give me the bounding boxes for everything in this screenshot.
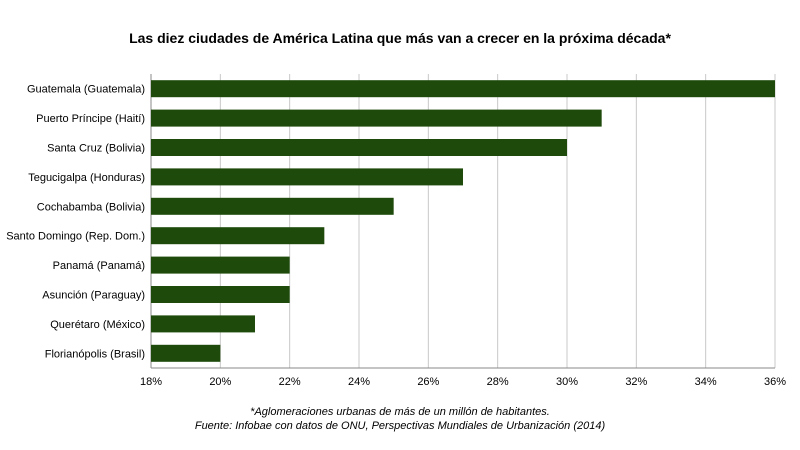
category-label: Santa Cruz (Bolivia) (47, 143, 145, 155)
x-tick-label: 28% (487, 376, 509, 388)
x-tick-label: 26% (417, 376, 439, 388)
x-tick-label: 30% (556, 376, 578, 388)
category-label: Santo Domingo (Rep. Dom.) (6, 231, 145, 243)
chart-title: Las diez ciudades de América Latina que … (129, 30, 671, 46)
x-tick-label: 24% (348, 376, 370, 388)
bar (151, 168, 463, 186)
bar (151, 315, 255, 333)
bar (151, 256, 290, 274)
footnote-line-1: *Aglomeraciones urbanas de más de un mil… (250, 406, 550, 418)
bar (151, 139, 567, 156)
bar (151, 286, 290, 303)
bar (151, 109, 602, 127)
category-label: Querétaro (México) (50, 319, 145, 331)
category-label: Asunción (Paraguay) (42, 290, 145, 302)
category-label: Puerto Príncipe (Haití) (36, 113, 145, 125)
x-tick-label: 22% (279, 376, 301, 388)
x-tick-label: 32% (625, 376, 647, 388)
footnote: *Aglomeraciones urbanas de más de un mil… (0, 405, 800, 433)
bar (151, 227, 325, 245)
category-label: Tegucigalpa (Honduras) (28, 172, 145, 184)
x-tick-label: 34% (695, 376, 717, 388)
x-tick-label: 36% (764, 376, 786, 388)
category-label: Cochabamba (Bolivia) (37, 201, 145, 213)
x-tick-label: 20% (209, 376, 231, 388)
bar (151, 80, 775, 98)
bar (151, 197, 394, 215)
category-label: Florianópolis (Brasil) (45, 348, 145, 360)
bar (151, 344, 221, 362)
x-tick-label: 18% (140, 376, 162, 388)
category-label: Panamá (Panamá) (53, 260, 145, 272)
footnote-line-2: Fuente: Infobae con datos de ONU, Perspe… (194, 420, 606, 432)
category-label: Guatemala (Guatemala) (27, 84, 145, 96)
